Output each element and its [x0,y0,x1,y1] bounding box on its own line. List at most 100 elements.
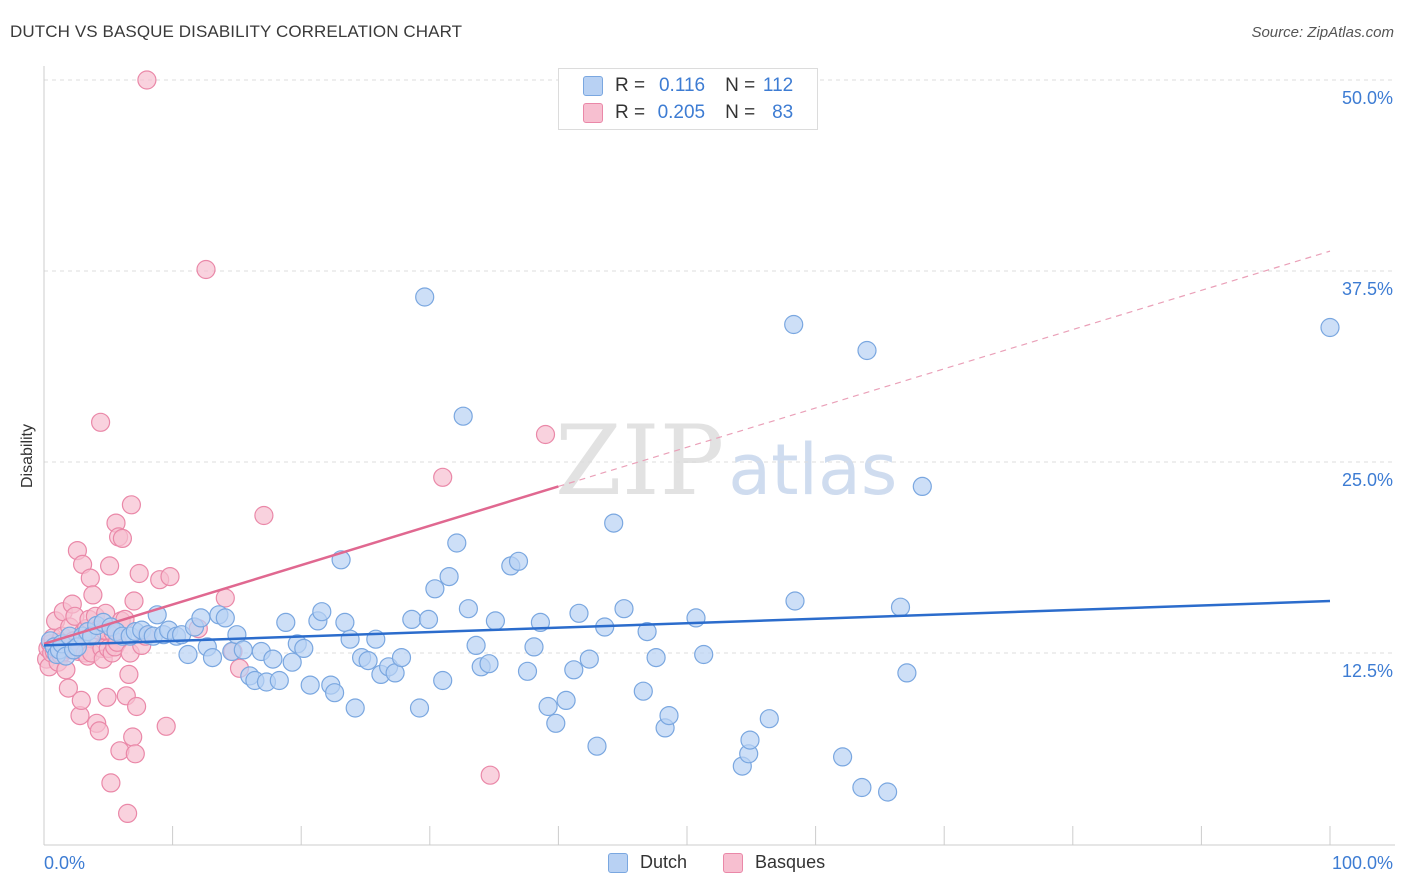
dutch-points [40,287,1340,802]
basques-trend-extension [558,250,1331,488]
dutch-point [263,649,283,669]
dutch-point [517,661,538,681]
dutch-point [508,551,529,571]
dutch-point [447,533,467,553]
basques-point [160,566,180,587]
basques-point [90,412,111,432]
basques-point [119,664,139,685]
basques-point [433,467,453,487]
dutch-point [178,644,198,665]
y-tick-label: 37.5% [1342,279,1393,299]
dutch-point [556,690,576,711]
n-value: 112 [762,75,794,96]
dutch-point [912,476,932,496]
dutch-point [215,608,235,628]
basques-point [123,727,143,747]
dutch-point [335,612,355,633]
basques-point [101,773,121,793]
legend-label-dutch: Dutch [640,852,688,872]
x-tick-label: 0.0% [44,853,85,873]
dutch-point [202,647,223,668]
dutch-point [415,287,435,307]
dutch-point [890,597,911,617]
dutch-point [614,599,634,619]
dutch-point [646,647,666,668]
dutch-point [191,608,211,628]
stats-legend: R = 0.116 N = 112 R = 0.205 N = 83 [558,68,818,130]
basques-point [83,585,103,605]
basques-point [137,70,157,90]
legend-row-dutch: R = 0.116 N = 112 [583,74,793,98]
trend-lines [43,250,1331,647]
axes [43,66,1395,846]
basques-point [124,591,144,611]
dutch-point [466,635,486,656]
dutch-point [300,675,320,695]
legend-item-basques[interactable]: Basques [723,852,825,873]
dutch-point [587,736,607,756]
dutch-point [439,566,459,587]
dutch-point [564,660,584,680]
dutch-point [877,782,898,802]
y-tick-label: 25.0% [1342,470,1393,490]
dutch-point [276,612,296,633]
dutch-point [579,649,599,669]
basques-point [480,765,500,785]
basques-trend-line [43,485,559,646]
dutch-point [694,644,714,665]
dutch-point [1320,317,1340,338]
dutch-point [524,637,544,657]
dutch-point [740,730,760,750]
r-label: R = [615,75,646,96]
dutch-swatch [583,76,603,96]
dutch-point [425,579,445,599]
dutch-point [453,406,473,426]
dutch-point [409,698,430,718]
dutch-point [358,650,378,671]
dutch-point [604,513,624,533]
tick-labels: 12.5% 25.0% 37.5% 50.0% 0.0% 100.0% [44,88,1393,873]
basques-point [121,495,141,515]
dutch-point [546,713,566,733]
dutch-point [852,777,872,798]
n-value: 83 [772,102,794,123]
dutch-point [312,602,332,622]
basques-point [535,424,556,445]
legend-item-dutch[interactable]: Dutch [608,852,687,873]
dutch-point [391,647,412,668]
y-tick-label: 50.0% [1342,88,1393,108]
basques-point [156,716,176,736]
dutch-point [269,670,289,691]
dutch-point [479,654,499,674]
source-label: Source: ZipAtlas.com [1251,24,1394,41]
basques-point [89,721,109,741]
basques-legend-swatch [723,852,744,873]
basques-point [215,588,235,608]
dutch-point [569,603,589,623]
dutch-trend-line [43,599,1331,647]
basques-point [129,563,149,584]
r-label: R = [615,102,646,123]
series-legend: Dutch Basques [608,852,861,873]
dutch-legend-swatch [608,852,628,873]
dutch-point [402,609,422,630]
dutch-point [785,591,805,611]
basques-point [117,803,138,824]
basques-point [196,259,216,280]
basques-point [58,678,79,698]
dutch-point [294,638,314,659]
x-tick-label: 100.0% [1332,853,1393,873]
dutch-point [325,683,345,703]
dutch-point [538,696,558,717]
n-label: N = [725,75,756,96]
dutch-point [485,611,505,631]
dutch-point [897,663,917,683]
basques-point [127,696,147,717]
chart-title: DUTCH VS BASQUE DISABILITY CORRELATION C… [10,22,463,41]
r-value: 0.116 [658,75,706,96]
grid [44,79,1395,654]
basques-point [125,744,145,764]
dutch-point [759,709,779,729]
dutch-point [282,652,302,672]
